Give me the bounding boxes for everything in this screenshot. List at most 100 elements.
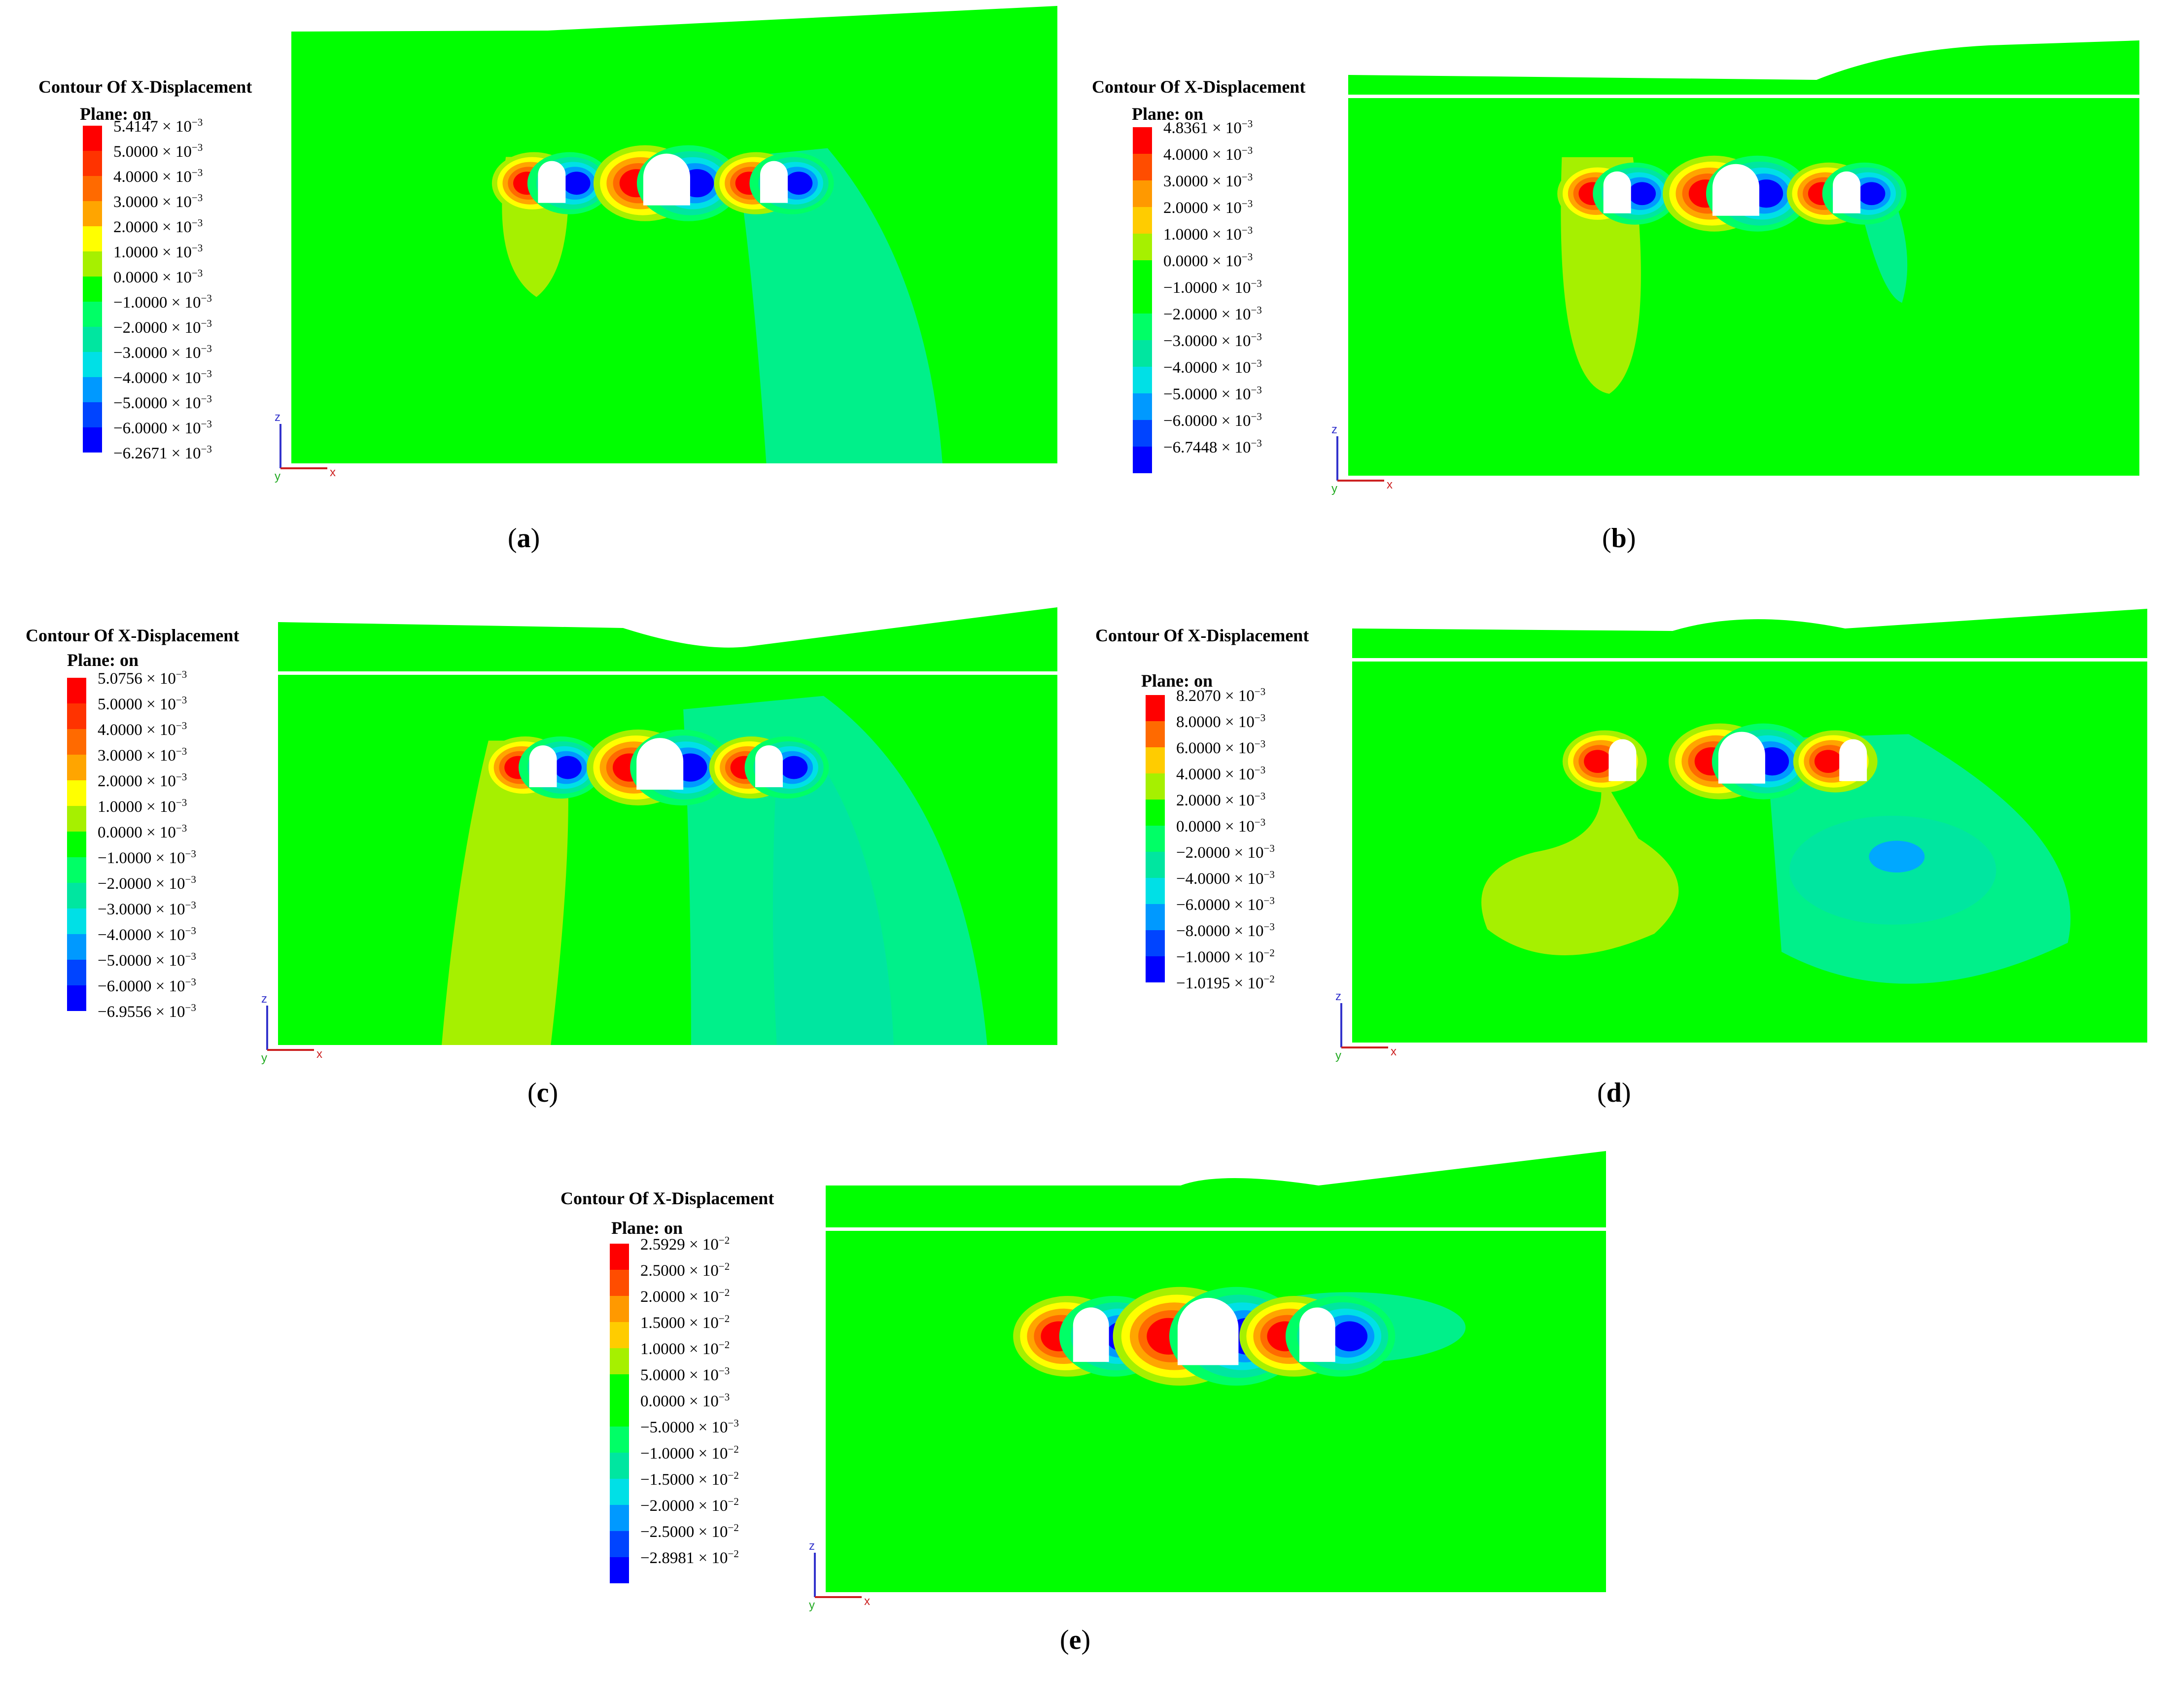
legend-swatch [1133,367,1152,393]
model-contour-plot: z x y [261,597,1121,1075]
axis-triad: z x y [809,1539,870,1612]
legend-exponent: −3 [1251,437,1262,449]
legend-times: × 10 [151,926,185,944]
x-axis-label: x [864,1595,870,1608]
legend-swatch [83,201,102,226]
axis-triad: z x y [275,411,336,483]
legend-mantissa: −2.0000 [1176,844,1230,862]
legend-times: × 10 [1221,713,1255,731]
legend-mantissa: 1.0000 [113,244,158,261]
legend-value: −1.0195 × 10−2 [1176,974,1275,992]
legend-exponent: −3 [201,418,212,430]
legend-value: 1.0000 × 10−3 [113,243,203,261]
negative-displacement-band [785,172,813,195]
layer-interface-line [278,671,1057,675]
legend-mantissa: 8.0000 [1176,713,1221,731]
legend-times: × 10 [694,1497,728,1515]
legend-mantissa: −8.0000 [1176,922,1230,940]
tunnel-opening [1718,732,1765,784]
legend-swatch [610,1557,629,1583]
legend-value: 2.0000 × 10−2 [640,1288,730,1305]
negative-displacement-band [1628,182,1656,206]
legend-mantissa: −2.0000 [113,319,168,337]
legend-mantissa: −1.0000 [113,294,168,312]
legend-exponent: −3 [1241,251,1253,263]
legend-swatch [1133,447,1152,473]
legend-swatch [610,1296,629,1322]
contour-title: Contour Of X-Displacement [1095,626,1309,645]
legend-mantissa: −1.0000 [1163,279,1218,297]
panel-caption: (d) [1597,1077,1631,1109]
legend-times: × 10 [1217,439,1251,456]
legend-mantissa: 5.0756 [98,670,142,688]
legend-value: −4.0000 × 10−3 [1163,357,1262,377]
legend-value: −4.0000 × 10−3 [98,926,196,944]
legend-swatch [83,277,102,302]
plane-label: Plane: on [1132,104,1204,124]
legend-times: × 10 [1230,975,1264,992]
legend-swatch [1133,340,1152,367]
legend-swatch [610,1322,629,1348]
legend-swatch [1146,852,1165,878]
legend-value: −3.0000 × 10−3 [1163,332,1262,349]
legend-mantissa: 0.0000 [113,269,158,286]
legend-value: −6.0000 × 10−3 [1163,412,1262,429]
legend-swatch [67,985,86,1011]
legend-value: −5.0000 × 10−3 [98,951,196,969]
legend-times: × 10 [142,772,176,790]
legend-value: −6.0000 × 10−3 [113,418,212,437]
legend-mantissa: −6.0000 [98,977,152,995]
panel-caption: (c) [527,1077,558,1109]
legend-mantissa: 0.0000 [98,824,142,841]
legend-value: −5.0000 × 10−3 [640,1418,739,1436]
legend-mantissa: 3.0000 [113,193,158,211]
legend-exponent: −3 [1251,357,1262,369]
legend-times: × 10 [151,1003,185,1021]
legend-value: 3.0000 × 10−3 [98,746,187,764]
legend-swatch [83,151,102,176]
legend-mantissa: −6.9556 [98,1003,152,1021]
legend-value: −2.0000 × 10−3 [113,318,212,337]
legend-swatch [83,352,102,377]
legend-exponent: −3 [1254,712,1266,724]
legend-times: × 10 [1208,173,1242,190]
legend-times: × 10 [151,875,185,893]
legend-times: × 10 [167,419,201,437]
y-axis-label: y [1331,482,1337,495]
legend-value: 4.0000 × 10−3 [113,168,203,185]
legend-mantissa: −1.0000 [1176,948,1230,966]
legend-times: × 10 [1230,896,1264,914]
tunnel-opening [1299,1307,1335,1362]
legend-mantissa: −5.0000 [113,394,168,412]
legend-exponent: −3 [185,899,196,911]
legend-mantissa: 8.2070 [1176,687,1221,705]
legend-swatch [1146,826,1165,852]
axis-triad: z x y [1331,423,1393,495]
legend-swatch [67,678,86,703]
legend-swatch [1146,773,1165,800]
legend-swatch [1133,393,1152,420]
negative-displacement-band [1331,1321,1368,1352]
legend-value: 0.0000 × 10−3 [1163,251,1253,270]
legend-swatch [1133,260,1152,287]
legend-exponent: −3 [1241,118,1253,130]
legend-exponent: −3 [191,141,203,153]
caption-letter: b [1611,523,1627,554]
legend-mantissa: 3.0000 [1163,173,1208,190]
legend-swatch [67,908,86,934]
legend-times: × 10 [694,1419,728,1436]
legend-exponent: −3 [1263,921,1275,933]
contour-svg: z x y [275,6,1057,483]
legend-value: 0.0000 × 10−3 [98,822,187,841]
tunnel-opening [636,738,684,790]
caption-paren-close: ) [1081,1625,1091,1655]
legend-exponent: −3 [175,694,187,706]
legend-times: × 10 [685,1262,719,1280]
legend-swatch [83,176,102,201]
legend-value: 5.0000 × 10−3 [640,1366,730,1384]
legend-times: × 10 [1208,199,1242,217]
legend-exponent: −3 [175,822,187,834]
legend-mantissa: −4.0000 [98,926,152,944]
legend-mantissa: −4.0000 [1163,359,1218,377]
legend-value: −5.0000 × 10−3 [113,394,212,412]
